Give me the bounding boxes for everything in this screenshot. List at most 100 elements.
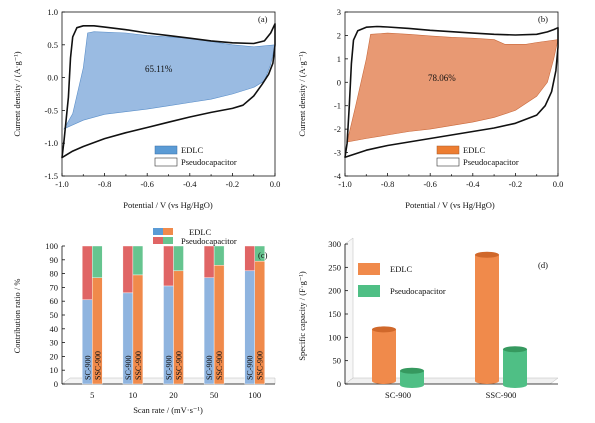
- cylinder-body: [503, 349, 527, 385]
- bar-pseudocapacitor-segment: [203, 245, 215, 278]
- x-tick-label: -0.8: [98, 179, 111, 189]
- x-tick-label: -0.2: [509, 179, 522, 189]
- y-tick-label: 50: [333, 356, 342, 366]
- legend-swatch-pseudo-sc: [153, 237, 163, 244]
- x-tick-label: SC-900: [385, 390, 411, 400]
- bar-edlc-segment: [132, 274, 144, 385]
- bar-edlc-segment: [173, 270, 184, 385]
- cylinder-top: [503, 346, 527, 353]
- x-tick-label: 100: [248, 390, 261, 400]
- y-tick-label: 2: [337, 30, 341, 40]
- legend-swatch-pseudocapacitor: [436, 157, 460, 167]
- panel-c-y-label: Contribution ratio / %: [12, 279, 22, 354]
- legend-swatch-pseudocapacitor: [358, 285, 380, 297]
- x-tick-label: 20: [169, 390, 178, 400]
- bar-pseudocapacitor-segment: [82, 245, 93, 301]
- y-tick-label: 0.0: [47, 73, 58, 83]
- x-tick-label: -1.0: [338, 179, 351, 189]
- legend-swatch-edlc: [154, 145, 178, 155]
- y-tick-label: 3: [337, 7, 341, 17]
- bar-edlc-segment: [92, 277, 103, 385]
- y-tick-label: -1: [334, 101, 341, 111]
- edlc-shaded-area: [346, 32, 559, 143]
- legend-label-edlc: EDLC: [390, 264, 413, 274]
- panel-b-legend: EDLC Pseudocapacitor: [436, 145, 519, 167]
- y-tick-label: 80: [50, 269, 59, 279]
- panel-d-capacity-chart: 0 50 100 150 200 250 300 SC-900 SSC-900 (d) Spec…: [297, 237, 559, 400]
- y-tick-label: 300: [328, 239, 341, 249]
- y-tick-label: 150: [328, 309, 341, 319]
- bar-pseudocapacitor-segment: [244, 245, 255, 272]
- bar-sample-label: SSC-900: [256, 351, 265, 380]
- legend-swatch-edlc-sc: [153, 228, 163, 235]
- y-tick-label: 70: [50, 282, 59, 292]
- x-tick-label: -0.2: [226, 179, 239, 189]
- cylinder-bottom: [503, 382, 527, 388]
- y-tick-label: -4: [334, 171, 342, 181]
- y-tick-label: 60: [50, 296, 59, 306]
- panel-d-plot-area: 0 50 100 150 200 250 300 SC-900 SSC-900: [328, 237, 559, 400]
- x-tick-label: -1.0: [55, 179, 68, 189]
- x-tick-label: 0.0: [553, 179, 564, 189]
- x-tick-label: 10: [129, 390, 138, 400]
- cylinder-body: [372, 329, 396, 381]
- y-tick-label: 40: [50, 324, 59, 334]
- panel-a-legend: EDLC Pseudocapacitor: [154, 145, 237, 167]
- x-tick-label: -0.6: [423, 179, 436, 189]
- legend-swatch-edlc: [358, 263, 380, 275]
- bar-pseudocapacitor-segment: [132, 245, 144, 276]
- bar-sample-label: SC-900: [124, 356, 133, 380]
- cylinder-body: [400, 370, 424, 385]
- cv-loop-curve: [61, 23, 276, 159]
- bar-sample-label: SC-900: [83, 356, 92, 380]
- panel-b-x-label: Potential / V (vs Hg/HgO): [405, 200, 495, 210]
- bar-pseudocapacitor-segment: [213, 245, 225, 266]
- bar-edlc-segment: [213, 265, 225, 385]
- cylinder-bottom: [475, 378, 499, 384]
- y-tick-label: -1.0: [45, 138, 58, 148]
- legend-label-edlc: EDLC: [189, 227, 212, 237]
- panel-c-legend: EDLC Pseudocapacitor: [153, 227, 237, 246]
- panel-a-tag: (a): [258, 14, 268, 24]
- y-tick-label: 0.5: [47, 40, 58, 50]
- x-tick-label: -0.8: [381, 179, 394, 189]
- cylinder-top: [400, 367, 424, 374]
- bar-sample-label: SSC-900: [134, 351, 143, 380]
- cylinder-top: [475, 251, 499, 258]
- x-tick-label: 50: [210, 390, 219, 400]
- bar-sample-label: SC-900: [246, 356, 255, 380]
- x-tick-label: -0.4: [466, 179, 480, 189]
- y-tick-label: 0: [337, 379, 341, 389]
- edlc-shaded-area: [63, 31, 276, 130]
- bar-pseudocapacitor-segment: [92, 245, 103, 278]
- y-tick-label: -1.5: [45, 171, 58, 181]
- y-tick-label: 90: [50, 255, 59, 265]
- x-tick-label: -0.4: [183, 179, 197, 189]
- panel-a-x-label: Potential / V (vs Hg/HgO): [123, 200, 213, 210]
- bar-pseudocapacitor-segment: [122, 245, 134, 294]
- cylinder-body: [475, 254, 499, 381]
- x-tick-label: -0.6: [140, 179, 153, 189]
- y-tick-label: 100: [45, 241, 58, 251]
- x-tick-label: 0.0: [270, 179, 281, 189]
- bar-pseudocapacitor-segment: [163, 245, 174, 287]
- bar-edlc-segment: [254, 260, 265, 385]
- panel-a-percentage: 65.11%: [145, 64, 173, 74]
- bar-sample-label: SC-900: [165, 356, 174, 380]
- legend-label-edlc: EDLC: [463, 145, 486, 155]
- y-tick-label: 1: [337, 54, 341, 64]
- bar-sample-label: SSC-900: [175, 351, 184, 380]
- cylinder-bottom: [372, 378, 396, 384]
- panel-a-y-label: Current density / (A·g⁻¹): [12, 51, 22, 136]
- y-tick-label: -3: [334, 148, 341, 158]
- panel-a-plot-area: -1.0 -0.8 -0.6 -0.4 -0.2 0.0-1.5-1.0-0.50.00.…: [45, 7, 281, 189]
- y-tick-label: 100: [328, 332, 341, 342]
- panel-d-tag: (d): [538, 260, 548, 270]
- y-tick-label: 0: [54, 379, 58, 389]
- legend-label-pseudocapacitor: Pseudocapacitor: [181, 157, 237, 167]
- panel-b-plot-area: -1.0 -0.8 -0.6 -0.4 -0.2 0.0 -4 -3 -2 -1 0 1 2 3: [334, 7, 563, 189]
- y-tick-label: 0: [337, 77, 341, 87]
- legend-swatch-edlc-ssc: [163, 228, 173, 235]
